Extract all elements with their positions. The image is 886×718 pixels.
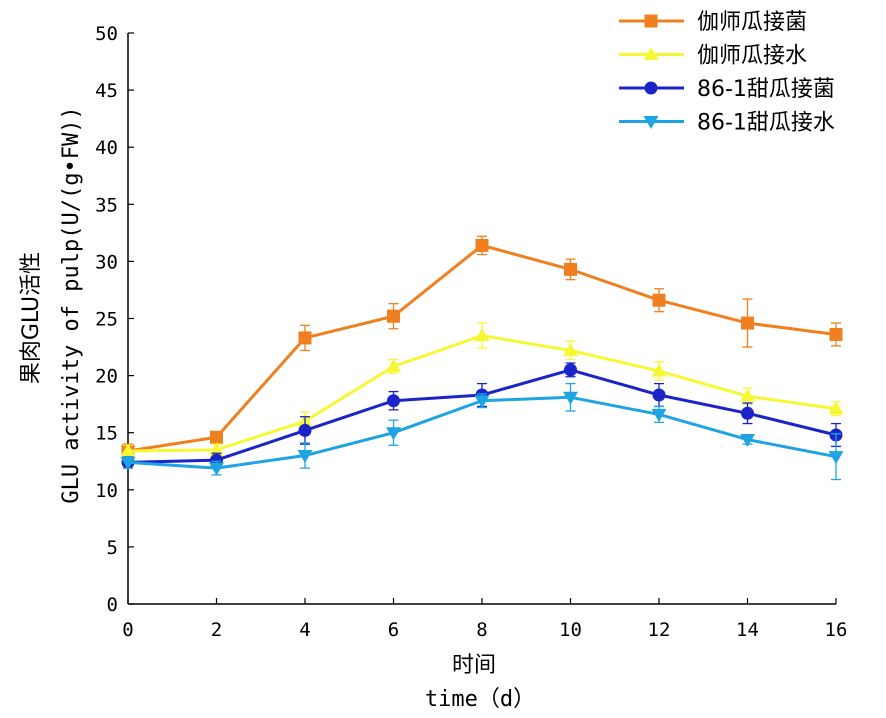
data-point — [740, 388, 755, 402]
data-point — [387, 394, 400, 408]
x-tick-label: 8 — [476, 619, 487, 641]
data-point — [563, 391, 578, 405]
data-point — [474, 395, 490, 409]
data-point — [386, 427, 401, 441]
data-point — [120, 443, 136, 457]
data-point — [651, 363, 667, 377]
y-tick-label: 0 — [107, 594, 118, 616]
y-tick-label: 20 — [95, 366, 118, 388]
x-tick-label: 4 — [299, 619, 310, 641]
y-tick-label: 10 — [95, 480, 118, 502]
legend-label: 86-1甜瓜接水 — [697, 111, 835, 136]
legend-label: 伽师瓜接菌 — [697, 10, 807, 35]
legend-marker — [643, 47, 659, 60]
x-axis-title-cn: 时间 — [452, 653, 496, 678]
data-point — [386, 358, 401, 372]
x-tick-label: 10 — [559, 619, 582, 641]
y-tick-label: 40 — [95, 137, 118, 159]
y-tick-label: 45 — [95, 80, 118, 102]
data-point — [828, 401, 844, 415]
data-point — [298, 331, 312, 345]
y-axis-title-en: GLU activity of pulp(U/(g•FW)) — [59, 106, 84, 503]
data-point — [651, 408, 667, 422]
x-tick-label: 16 — [825, 619, 848, 641]
y-tick-label: 25 — [95, 309, 118, 331]
x-tick-label: 0 — [122, 619, 133, 641]
data-point — [210, 430, 223, 444]
data-point — [829, 327, 843, 341]
data-point — [564, 262, 577, 276]
legend-item-4: 86-1甜瓜接水 — [619, 111, 835, 136]
y-tick-label: 15 — [95, 423, 118, 445]
legend-item-3: 86-1甜瓜接菌 — [619, 77, 835, 102]
y-axis-title-cn: 果肉GLU活性 — [19, 252, 44, 384]
data-point — [740, 434, 755, 448]
data-point — [298, 423, 312, 437]
series-3 — [121, 362, 843, 469]
data-point — [474, 328, 490, 342]
y-tick-label: 30 — [95, 251, 118, 273]
data-point — [564, 363, 577, 377]
data-point — [297, 450, 313, 464]
data-point — [563, 342, 578, 356]
data-point — [209, 442, 224, 456]
y-tick-label: 5 — [107, 537, 118, 559]
data-point — [741, 316, 754, 330]
data-point — [209, 462, 224, 476]
legend-label: 伽师瓜接水 — [697, 44, 807, 69]
x-tick-label: 2 — [211, 619, 222, 641]
data-point — [120, 456, 136, 470]
series-4 — [120, 382, 844, 481]
legend-item-1: 伽师瓜接菌 — [619, 10, 807, 35]
data-point — [652, 293, 666, 307]
axes: 0 5 10 15 20 25 30 35 40 45 50 0 2 4 6 8 10 12 14 16 — [95, 23, 847, 641]
series-1 — [121, 235, 843, 459]
series-layer — [120, 235, 844, 481]
legend-marker — [644, 81, 658, 95]
x-tick-label: 6 — [388, 619, 399, 641]
y-tick-label: 50 — [95, 23, 118, 45]
y-tick-label: 35 — [95, 194, 118, 216]
data-point — [387, 309, 400, 323]
legend-item-2: 伽师瓜接水 — [619, 44, 807, 69]
legend-label: 86-1甜瓜接菌 — [697, 77, 835, 102]
data-point — [475, 238, 489, 252]
data-point — [741, 406, 754, 420]
x-tick-label: 14 — [736, 619, 759, 641]
data-point — [828, 451, 844, 465]
x-axis-title-en: time（d） — [425, 687, 535, 712]
legend-marker — [643, 116, 659, 129]
data-point — [652, 388, 666, 402]
x-tick-label: 12 — [648, 619, 671, 641]
legend-marker — [644, 14, 658, 28]
